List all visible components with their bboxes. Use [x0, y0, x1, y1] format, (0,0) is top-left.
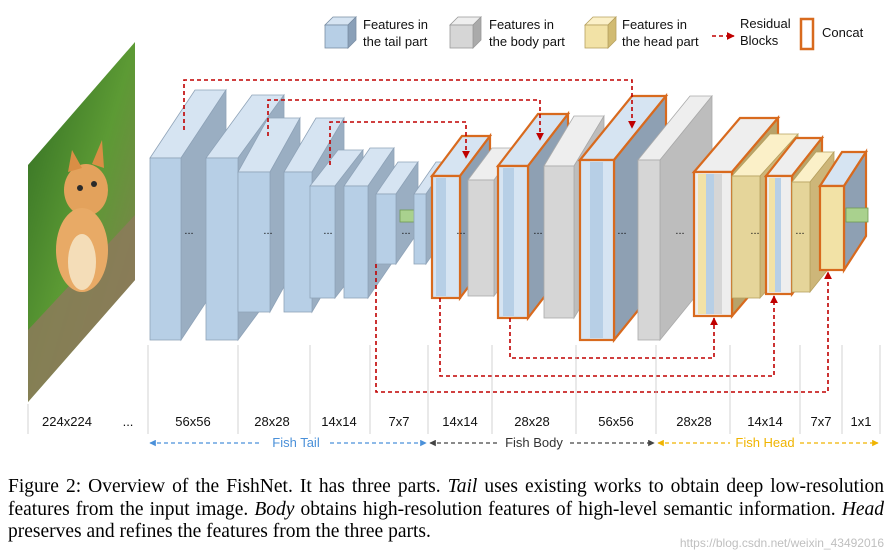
resolution-label: 28x28 [254, 414, 289, 429]
legend-tail-line2: the tail part [363, 34, 428, 49]
resolution-label: 14x14 [321, 414, 356, 429]
fish-tail-label: Fish Tail [272, 435, 320, 450]
ellipsis-label: ... [456, 225, 465, 237]
ellipsis-label: ... [401, 225, 410, 237]
legend-tail: Features in the tail part [324, 16, 428, 49]
resolution-label: 7x7 [389, 414, 410, 429]
column-separators [27, 345, 881, 434]
green-output-icon [845, 207, 869, 223]
caption-sentence-3: obtains high-resolution features of high… [294, 498, 842, 520]
legend-residual: Residual Blocks [712, 16, 791, 48]
ellipsis-label: ... [750, 225, 759, 237]
section-spans: Fish Tail Fish Body Fish Head [149, 435, 879, 450]
ellipsis-labels: ... ... ... ... ... ... ... ... ... ... [184, 225, 804, 237]
legend-concat: Concat [799, 17, 864, 51]
ellipsis-label: ... [617, 225, 626, 237]
resolution-label: 7x7 [811, 414, 832, 429]
input-image [28, 42, 135, 402]
resolution-label: 224x224 [42, 414, 92, 429]
ellipsis-label: ... [323, 225, 332, 237]
fishnet-diagram: Features in the tail part Features in th… [27, 16, 881, 450]
feature-blocks [149, 88, 869, 344]
legend-head: Features in the head part [584, 16, 699, 49]
resolution-label: 14x14 [747, 414, 782, 429]
ellipsis-label: ... [675, 225, 684, 237]
ellipsis-label: ... [263, 225, 272, 237]
legend-residual-line2: Blocks [740, 33, 779, 48]
residual-arrow-body-to-head-1 [509, 317, 718, 359]
legend-body-line1: Features in [489, 17, 554, 32]
resolution-label: 56x56 [175, 414, 210, 429]
resolution-label: 28x28 [514, 414, 549, 429]
caption-figure-number: Figure 2: [8, 476, 82, 497]
concat-box-icon [799, 17, 815, 51]
ellipsis-label: ... [184, 225, 193, 237]
caption-sentence-1: Overview of the FishNet. It has three pa… [81, 476, 448, 497]
caption-head-term: Head [841, 498, 884, 520]
legend-head-line1: Features in [622, 17, 687, 32]
residual-arrow-tail-to-head [375, 264, 832, 393]
resolution-label: 1x1 [851, 414, 872, 429]
caption-sentence-2: uses existing works to obtain deep low-r… [8, 476, 884, 520]
tail-block-7 [375, 160, 419, 266]
legend: Features in the tail part Features in th… [324, 16, 864, 51]
ellipsis-label: ... [795, 225, 804, 237]
fish-body-label: Fish Body [505, 435, 563, 450]
caption-tail-term: Tail [447, 476, 478, 497]
caption-sentence-4: preserves and refines the features from … [8, 521, 431, 542]
residual-arrow-middle [267, 99, 544, 141]
watermark: https://blog.csdn.net/weixin_43492016 [679, 536, 884, 550]
resolution-label: 56x56 [598, 414, 633, 429]
legend-body: Features in the body part [449, 16, 565, 49]
resolution-label: 14x14 [442, 414, 477, 429]
resolution-label: 28x28 [676, 414, 711, 429]
caption-body-term: Body [254, 498, 295, 520]
legend-residual-line1: Residual [740, 16, 791, 31]
residual-arrow-top [183, 79, 636, 130]
resolution-label: ... [123, 414, 134, 429]
ellipsis-label: ... [533, 225, 542, 237]
resolution-labels: 224x224 ... 56x56 28x28 14x14 7x7 14x14 … [42, 414, 871, 429]
residual-arrows [183, 79, 832, 393]
legend-tail-line1: Features in [363, 17, 428, 32]
legend-concat-label: Concat [822, 25, 864, 40]
legend-head-line2: the head part [622, 34, 699, 49]
legend-body-line2: the body part [489, 34, 565, 49]
residual-arrow-inner [329, 121, 470, 165]
fish-head-label: Fish Head [735, 435, 794, 450]
head-concat-block-3 [817, 148, 869, 274]
residual-arrow-body-to-head-2 [439, 295, 778, 377]
figure-caption: Figure 2: Overview of the FishNet. It ha… [8, 476, 884, 544]
